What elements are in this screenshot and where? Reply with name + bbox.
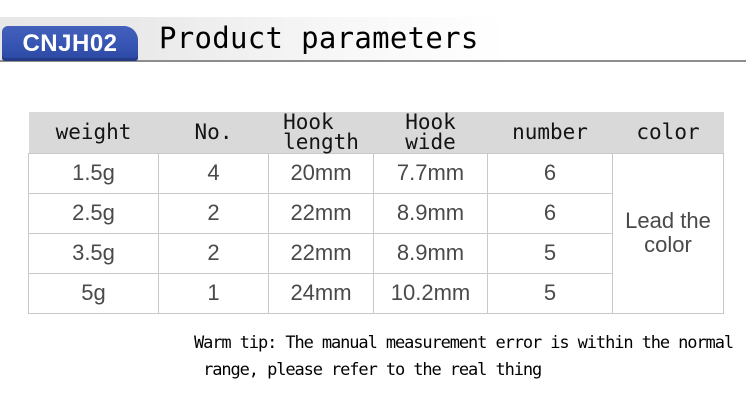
hook-wide-cell: 8.9mm <box>373 192 488 234</box>
weight-cell: 2.5g <box>28 192 159 234</box>
warm-tip-note: Warm tip: The manual measurement error i… <box>194 330 734 384</box>
hook-length-cell: 24mm <box>268 272 374 314</box>
page-title: Product parameters <box>159 21 479 55</box>
hook-wide-cell: 8.9mm <box>373 232 488 274</box>
product-code-badge: CNJH02 <box>2 26 138 61</box>
hook-length-cell: 22mm <box>268 192 374 234</box>
no-cell: 2 <box>158 192 269 234</box>
header-cell-no: No. <box>158 112 269 153</box>
no-cell: 1 <box>158 272 269 314</box>
product-code-label: CNJH02 <box>22 30 118 57</box>
hook-length-cell: 20mm <box>268 152 374 194</box>
no-cell: 2 <box>158 232 269 274</box>
header-cell-hook-wide: Hook wide <box>373 112 488 153</box>
table-row: 1.5g 4 20mm 7.7mm 6 Lead the color <box>28 152 724 314</box>
table-row: 3.5g 2 22mm 8.9mm 5 <box>28 232 724 274</box>
hook-wide-cell: 10.2mm <box>373 272 488 314</box>
number-cell: 5 <box>487 232 613 274</box>
no-cell: 4 <box>158 152 269 194</box>
number-cell: 6 <box>487 192 613 234</box>
number-cell: 5 <box>487 272 613 314</box>
parameters-table: weight No. Hook length Hook wide number … <box>28 112 724 314</box>
color-merged-cell: Lead the color <box>612 152 724 314</box>
warm-tip-line1: Warm tip: The manual measurement error i… <box>194 333 734 353</box>
table-row: 2.5g 2 22mm 8.9mm 6 <box>28 192 724 234</box>
number-cell: 6 <box>487 152 613 194</box>
hook-length-cell: 22mm <box>268 232 374 274</box>
table-row: 5g 1 24mm 10.2mm 5 <box>28 272 724 314</box>
weight-cell: 1.5g <box>28 152 159 194</box>
header-cell-number: number <box>487 112 613 153</box>
weight-cell: 3.5g <box>28 232 159 274</box>
table-header-row: weight No. Hook length Hook wide number … <box>28 112 724 153</box>
warm-tip-line2: range, please refer to the real thing <box>194 360 542 380</box>
weight-cell: 5g <box>28 272 159 314</box>
header-cell-hook-length: Hook length <box>268 112 374 153</box>
header-cell-color: color <box>612 112 724 153</box>
hook-wide-cell: 7.7mm <box>373 152 488 194</box>
header-cell-weight: weight <box>28 112 159 153</box>
